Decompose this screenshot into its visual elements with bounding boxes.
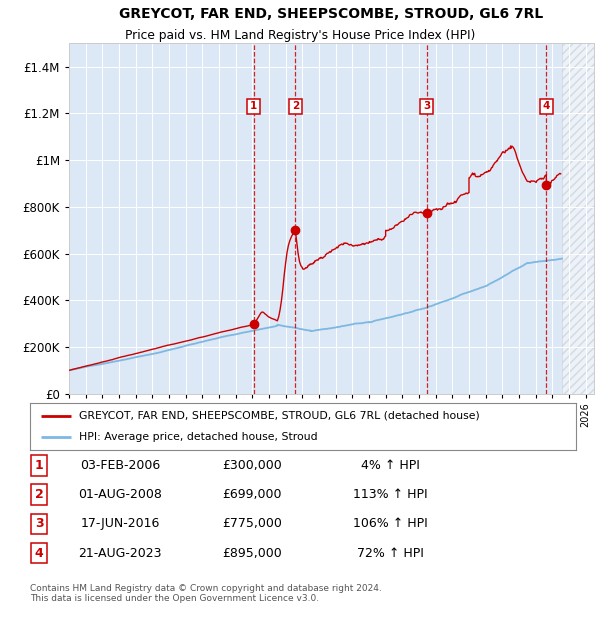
Text: GREYCOT, FAR END, SHEEPSCOMBE, STROUD, GL6 7RL (detached house): GREYCOT, FAR END, SHEEPSCOMBE, STROUD, G…	[79, 410, 480, 420]
Text: 3: 3	[35, 517, 43, 530]
Text: Contains HM Land Registry data © Crown copyright and database right 2024.
This d: Contains HM Land Registry data © Crown c…	[30, 584, 382, 603]
Text: £895,000: £895,000	[222, 546, 282, 559]
Text: 4: 4	[542, 102, 550, 112]
Text: £300,000: £300,000	[222, 459, 282, 472]
Text: 4: 4	[35, 546, 43, 559]
Bar	[562, 43, 594, 394]
Text: 106% ↑ HPI: 106% ↑ HPI	[353, 517, 427, 530]
Text: 2: 2	[35, 488, 43, 501]
Text: 21-AUG-2023: 21-AUG-2023	[78, 546, 162, 559]
Title: GREYCOT, FAR END, SHEEPSCOMBE, STROUD, GL6 7RL: GREYCOT, FAR END, SHEEPSCOMBE, STROUD, G…	[119, 7, 544, 22]
Text: 17-JUN-2016: 17-JUN-2016	[80, 517, 160, 530]
Text: 72% ↑ HPI: 72% ↑ HPI	[356, 546, 424, 559]
Text: £699,000: £699,000	[222, 488, 282, 501]
Text: £775,000: £775,000	[222, 517, 282, 530]
Text: Price paid vs. HM Land Registry's House Price Index (HPI): Price paid vs. HM Land Registry's House …	[125, 30, 475, 42]
Text: 4% ↑ HPI: 4% ↑ HPI	[361, 459, 419, 472]
Text: 2: 2	[292, 102, 299, 112]
Text: 01-AUG-2008: 01-AUG-2008	[78, 488, 162, 501]
Text: 113% ↑ HPI: 113% ↑ HPI	[353, 488, 427, 501]
Text: 3: 3	[423, 102, 430, 112]
Text: 1: 1	[35, 459, 43, 472]
Text: 03-FEB-2006: 03-FEB-2006	[80, 459, 160, 472]
Text: HPI: Average price, detached house, Stroud: HPI: Average price, detached house, Stro…	[79, 432, 318, 442]
Text: 1: 1	[250, 102, 257, 112]
